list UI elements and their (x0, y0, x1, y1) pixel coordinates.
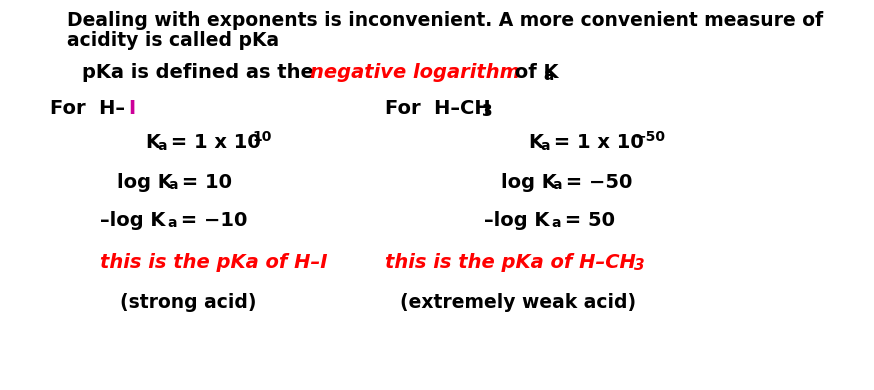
Text: a: a (157, 139, 167, 153)
Text: = 10: = 10 (175, 172, 232, 191)
Text: pKa is defined as the: pKa is defined as the (82, 62, 321, 82)
Text: a: a (552, 178, 561, 192)
Text: a: a (543, 67, 553, 83)
Text: = 1 x 10: = 1 x 10 (164, 133, 260, 152)
Text: −50: −50 (635, 130, 666, 144)
Text: = 50: = 50 (558, 211, 615, 229)
Text: (extremely weak acid): (extremely weak acid) (400, 292, 636, 312)
Text: log K: log K (501, 172, 557, 191)
Text: For  H–CH: For H–CH (385, 99, 490, 119)
Text: K: K (528, 133, 543, 152)
Text: a: a (540, 139, 550, 153)
Text: this is the pKa of H–I: this is the pKa of H–I (100, 252, 328, 271)
Text: negative logarithm: negative logarithm (310, 62, 520, 82)
Text: I: I (128, 99, 135, 119)
Text: Dealing with exponents is inconvenient. A more convenient measure of: Dealing with exponents is inconvenient. … (67, 11, 823, 30)
Text: –log K: –log K (484, 211, 550, 229)
Text: 3: 3 (634, 257, 645, 273)
Text: 3: 3 (482, 105, 493, 119)
Text: = −50: = −50 (559, 172, 633, 191)
Text: 10: 10 (252, 130, 271, 144)
Text: (strong acid): (strong acid) (120, 292, 256, 312)
Text: a: a (167, 216, 177, 230)
Text: log K: log K (117, 172, 173, 191)
Text: = 1 x 10: = 1 x 10 (547, 133, 644, 152)
Text: a: a (168, 178, 177, 192)
Text: For  H–: For H– (50, 99, 125, 119)
Text: of K: of K (508, 62, 558, 82)
Text: a: a (551, 216, 560, 230)
Text: = −10: = −10 (174, 211, 247, 229)
Text: K: K (145, 133, 160, 152)
Text: this is the pKa of H–CH: this is the pKa of H–CH (385, 252, 636, 271)
Text: –log K: –log K (100, 211, 165, 229)
Text: acidity is called pKa: acidity is called pKa (67, 30, 279, 50)
